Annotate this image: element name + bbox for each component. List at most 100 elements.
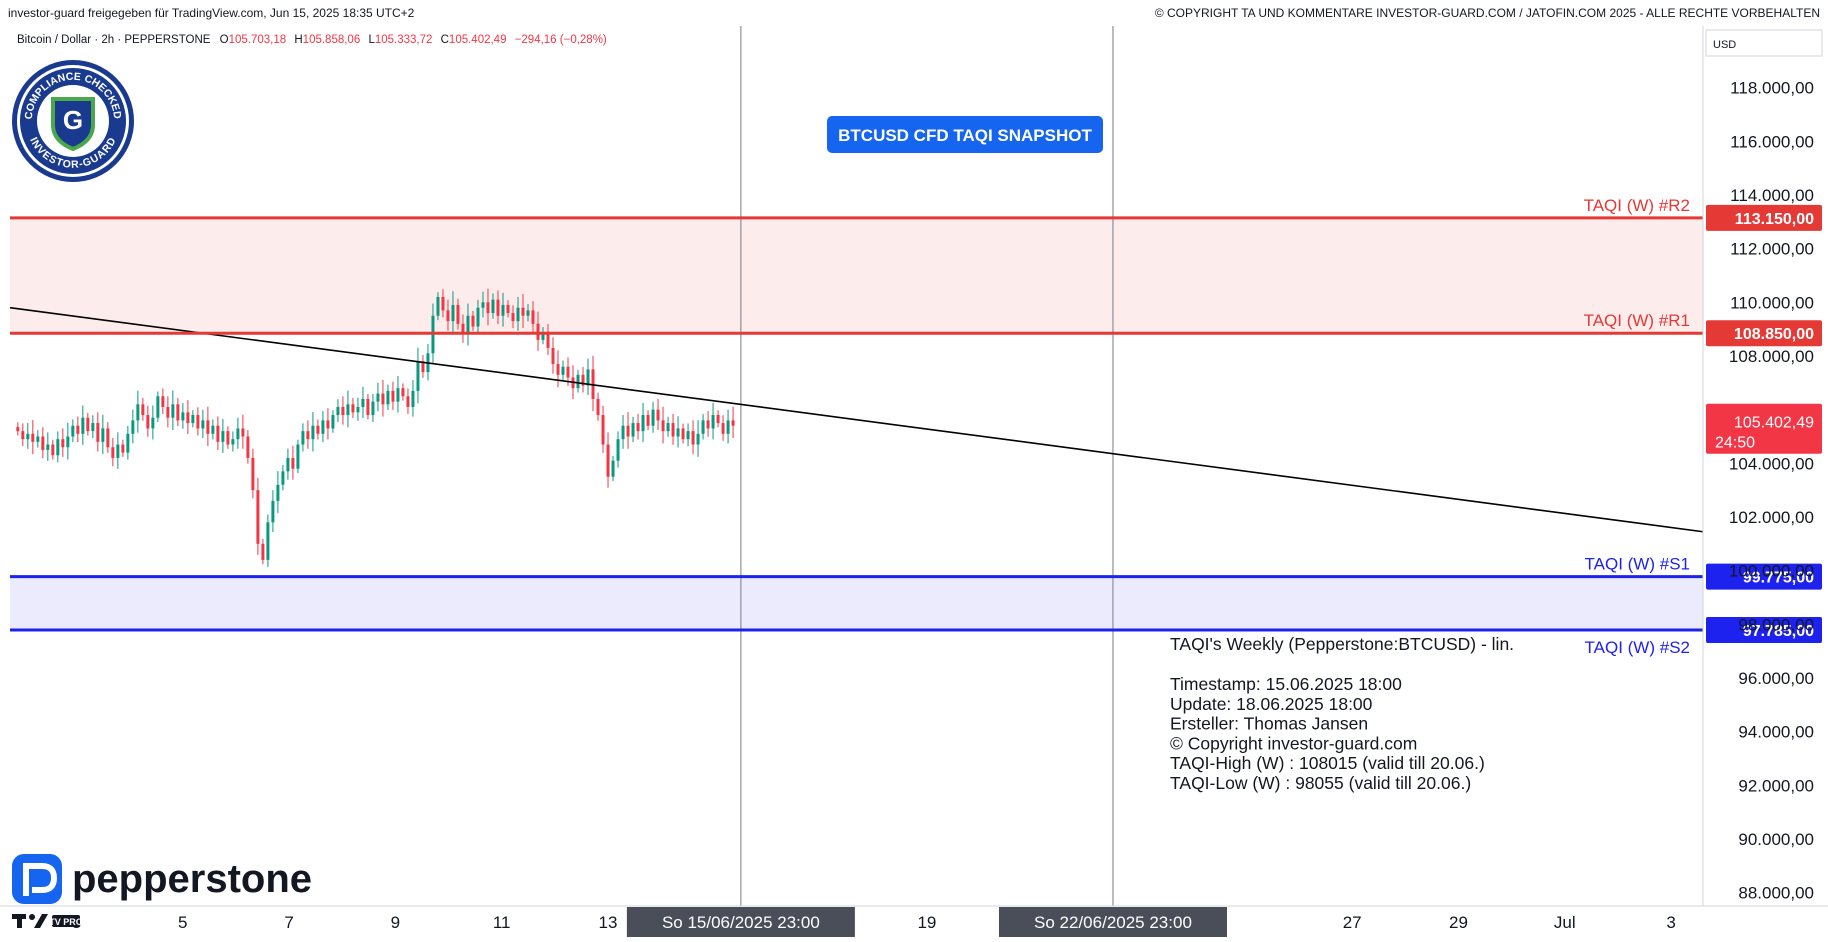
candle	[501, 292, 505, 327]
candle-body	[641, 415, 645, 432]
candle-body	[81, 417, 85, 434]
candle-body	[436, 296, 440, 316]
candle	[611, 455, 615, 482]
candle	[306, 420, 310, 449]
time-tick-label: 19	[917, 913, 936, 932]
candle-body	[666, 423, 670, 432]
candle-body	[286, 457, 290, 472]
candle	[486, 288, 490, 326]
candle	[196, 407, 200, 436]
candle-body	[676, 428, 680, 437]
candle	[626, 412, 630, 449]
candle	[386, 384, 390, 410]
candle	[31, 420, 35, 455]
candle-body	[251, 457, 255, 491]
candle	[36, 430, 40, 448]
share-info: investor-guard freigegeben für TradingVi…	[8, 6, 415, 20]
candle-body	[316, 425, 320, 434]
candle-body	[211, 425, 215, 434]
trend-line[interactable]	[9, 306, 1704, 533]
level-price-label: 99.775,00	[1743, 570, 1814, 587]
candle-body	[611, 460, 615, 477]
candle	[161, 388, 165, 414]
candle	[601, 405, 605, 453]
candle	[406, 388, 410, 414]
candle	[81, 405, 85, 445]
candle-body	[66, 436, 70, 448]
currency-selector[interactable]: USD	[1705, 29, 1823, 57]
candle-body	[646, 415, 650, 426]
candle-body	[396, 388, 400, 402]
candle	[156, 391, 160, 423]
candle	[221, 418, 225, 453]
candle	[311, 412, 315, 452]
candle	[686, 423, 690, 447]
candle-body	[76, 425, 80, 434]
candle	[711, 402, 715, 440]
candle-body	[56, 439, 60, 456]
candle-body	[371, 401, 375, 416]
level-name-label: TAQI (W) #S1	[1585, 555, 1690, 574]
level-name-label: TAQI (W) #S2	[1585, 638, 1690, 657]
candle	[396, 375, 400, 413]
svg-text:BTCUSD CFD TAQI SNAPSHOT: BTCUSD CFD TAQI SNAPSHOT	[838, 126, 1092, 145]
chart-background	[0, 26, 1828, 937]
candle-body	[186, 412, 190, 424]
candle-body	[291, 457, 295, 469]
candle	[436, 292, 440, 321]
candle	[696, 420, 700, 457]
price-tick-label: 90.000,00	[1738, 830, 1814, 849]
candle-body	[36, 436, 40, 442]
candle-body	[361, 398, 365, 407]
time-axis[interactable]: 35791113192729Jul3So 15/06/2025 23:00So …	[72, 907, 1676, 937]
candle-body	[616, 439, 620, 461]
info-title: TAQI's Weekly (Pepperstone:BTCUSD) - lin…	[1170, 634, 1514, 654]
candle-body	[276, 484, 280, 501]
time-tick-label: 5	[178, 913, 187, 932]
candle-body	[581, 374, 585, 386]
candle-body	[636, 423, 640, 432]
candle	[441, 289, 445, 318]
candle	[596, 392, 600, 421]
candle	[26, 423, 30, 449]
price-chart[interactable]: TAQI (W) #R2 113.150,00 TAQI (W) #R1 108.85…	[0, 26, 1828, 937]
level-price-label: 97.785,00	[1743, 623, 1814, 640]
candle	[296, 439, 300, 474]
candle-body	[181, 412, 185, 421]
candle	[316, 419, 320, 440]
candle	[291, 445, 295, 480]
candle	[656, 398, 660, 431]
candle	[476, 299, 480, 334]
candle	[451, 291, 455, 334]
candle-body	[71, 425, 75, 437]
candle	[96, 412, 100, 452]
level-name-label: TAQI (W) #R2	[1584, 196, 1690, 215]
candle-body	[406, 396, 410, 407]
candle	[521, 294, 525, 329]
currency-label: USD	[1713, 39, 1736, 51]
tradingview-logo-icon[interactable]: TV PRO	[12, 912, 82, 930]
candle	[551, 337, 555, 374]
candle-body	[106, 428, 110, 448]
candle	[446, 299, 450, 331]
candle	[71, 419, 75, 443]
symbol-info: Bitcoin / Dollar · 2h · PEPPERSTONE O105…	[17, 34, 607, 46]
candle-body	[321, 420, 325, 434]
price-axis[interactable]: 88.000,00 90.000,00 92.000,00 94.000,00 96.0…	[1706, 79, 1822, 903]
candle-body	[526, 310, 530, 316]
candle-body	[381, 393, 385, 405]
candle-body	[261, 543, 265, 560]
candle	[106, 422, 110, 453]
chart-container[interactable]: TAQI (W) #R2 113.150,00 TAQI (W) #R1 108.85…	[0, 26, 1828, 937]
taqi-levels: TAQI (W) #R2 113.150,00 TAQI (W) #R1 108.85…	[10, 196, 1822, 657]
candle-body	[476, 307, 480, 327]
candle-body	[441, 296, 445, 311]
candle	[716, 410, 720, 428]
candle-body	[151, 417, 155, 429]
compliance-badge-icon: COMPLIANCE CHECKED INVESTOR-GUARD G	[12, 60, 134, 182]
candle	[681, 423, 685, 444]
candle-body	[306, 431, 310, 440]
time-tick-label: Jul	[1554, 913, 1576, 932]
info-box: TAQI's Weekly (Pepperstone:BTCUSD) - lin…	[1170, 634, 1514, 793]
candle-body	[296, 444, 300, 469]
